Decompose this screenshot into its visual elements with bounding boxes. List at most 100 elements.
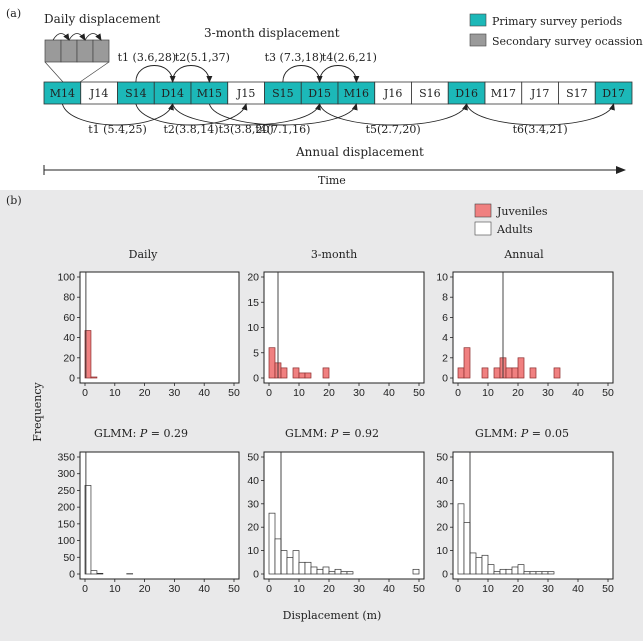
bar — [340, 571, 348, 575]
y-tick-label: 6 — [442, 312, 448, 324]
x-tick-label: 0 — [455, 387, 461, 399]
top-arc — [282, 65, 323, 83]
y-tick-label: 40 — [247, 475, 259, 487]
bar — [322, 566, 330, 575]
bar — [274, 538, 282, 575]
bar — [346, 571, 354, 575]
x-tick-label: 10 — [482, 583, 494, 595]
plot-frame — [79, 271, 240, 384]
y-tick-label: 350 — [57, 452, 75, 464]
bottom-arc-label: t4(7.1,16) — [255, 123, 310, 136]
bar — [268, 347, 276, 379]
y-tick-label: 40 — [63, 332, 75, 344]
x-tick-label: 10 — [482, 387, 494, 399]
x-tick-label: 0 — [455, 583, 461, 595]
top-arc-label: t1 (3.6,28) — [118, 51, 177, 64]
period-J17: J17 — [521, 81, 559, 105]
y-tick-label: 0 — [253, 569, 259, 581]
y-tick-label: 0 — [69, 373, 75, 385]
legend-primary-label: Primary survey periods — [492, 15, 623, 28]
period-M17: M17 — [484, 81, 523, 105]
y-tick-label: 60 — [63, 312, 75, 324]
y-tick-label: 10 — [436, 272, 448, 284]
period-S17: S17 — [558, 81, 596, 105]
bar — [463, 522, 471, 575]
bar — [511, 367, 519, 379]
period-D16: D16 — [447, 81, 486, 105]
bar — [457, 503, 465, 575]
y-axis-label: Frequency — [31, 381, 44, 441]
glmm-daily: GLMM: P = 0.29 — [94, 427, 188, 440]
y-tick-label: 8 — [442, 292, 448, 304]
bar — [457, 367, 465, 379]
period-label: D14 — [161, 87, 184, 100]
bar — [322, 367, 330, 379]
bar — [286, 557, 294, 575]
bottom-arc-label: t5(2.7,20) — [366, 123, 421, 136]
bar — [90, 376, 98, 379]
period-M15: M15 — [190, 81, 229, 105]
bar — [493, 367, 501, 379]
bar — [505, 568, 513, 575]
y-tick-label: 10 — [247, 322, 259, 334]
x-tick-label: 0 — [266, 583, 272, 595]
bottom-arc — [172, 103, 321, 126]
x-tick-label: 10 — [293, 583, 305, 595]
x-tick-label: 30 — [169, 387, 181, 399]
bottom-arc — [319, 103, 468, 126]
histogram-juv-annual: 0 10 20 30 40 50 0 2 4 6 8 10 — [436, 271, 614, 399]
x-tick-label: 40 — [572, 387, 584, 399]
daily-displacement-title: Daily displacement — [44, 12, 160, 26]
x-tick-label: 20 — [139, 387, 151, 399]
y-tick-label: 20 — [63, 352, 75, 364]
bar — [523, 571, 531, 575]
top-arc-label: t3 (7.3,18) — [265, 51, 324, 64]
x-tick-label: 30 — [353, 583, 365, 595]
col-title-daily: Daily — [129, 248, 158, 261]
legend-adults-label: Adults — [496, 223, 533, 236]
x-tick-label: 10 — [293, 387, 305, 399]
x-tick-label: 40 — [572, 583, 584, 595]
legend-secondary-swatch — [469, 33, 487, 47]
x-tick-label: 20 — [512, 387, 524, 399]
bar — [298, 561, 306, 575]
y-tick-label: 20 — [436, 522, 448, 534]
bottom-arc — [208, 103, 358, 126]
period-M16: M16 — [337, 81, 376, 105]
y-tick-label: 30 — [247, 498, 259, 510]
bar — [553, 367, 561, 379]
bar — [84, 485, 92, 575]
y-tick-label: 10 — [247, 545, 259, 557]
period-label: M16 — [344, 87, 369, 100]
x-tick-label: 0 — [266, 387, 272, 399]
bar — [292, 550, 300, 575]
plot-frame — [263, 271, 425, 384]
period-label: S17 — [566, 87, 588, 100]
bar — [517, 564, 525, 575]
x-tick-label: 50 — [602, 583, 614, 595]
x-tick-label: 30 — [542, 387, 554, 399]
bar — [493, 571, 501, 575]
bar — [529, 571, 537, 575]
period-label: S16 — [419, 87, 441, 100]
bar — [304, 561, 312, 575]
period-label: M17 — [491, 87, 516, 100]
period-label: J16 — [383, 87, 402, 100]
panel-a-label: (a) — [6, 7, 21, 20]
y-tick-label: 20 — [247, 272, 259, 284]
top-arc — [172, 65, 213, 83]
bar — [298, 372, 306, 379]
y-tick-label: 10 — [436, 545, 448, 557]
y-tick-label: 2 — [442, 352, 448, 364]
bar — [463, 347, 471, 379]
top-arc — [135, 65, 176, 83]
glmm-annual: GLMM: P = 0.05 — [475, 427, 569, 440]
bar — [316, 568, 324, 575]
period-label: M14 — [50, 87, 75, 100]
period-S14: S14 — [117, 81, 155, 105]
bar — [84, 330, 92, 379]
bar — [280, 550, 288, 575]
panel-a: (a) Daily displacement 3-month displacem… — [6, 7, 643, 187]
bottom-arc-label: t1 (5.4,25) — [88, 123, 147, 136]
